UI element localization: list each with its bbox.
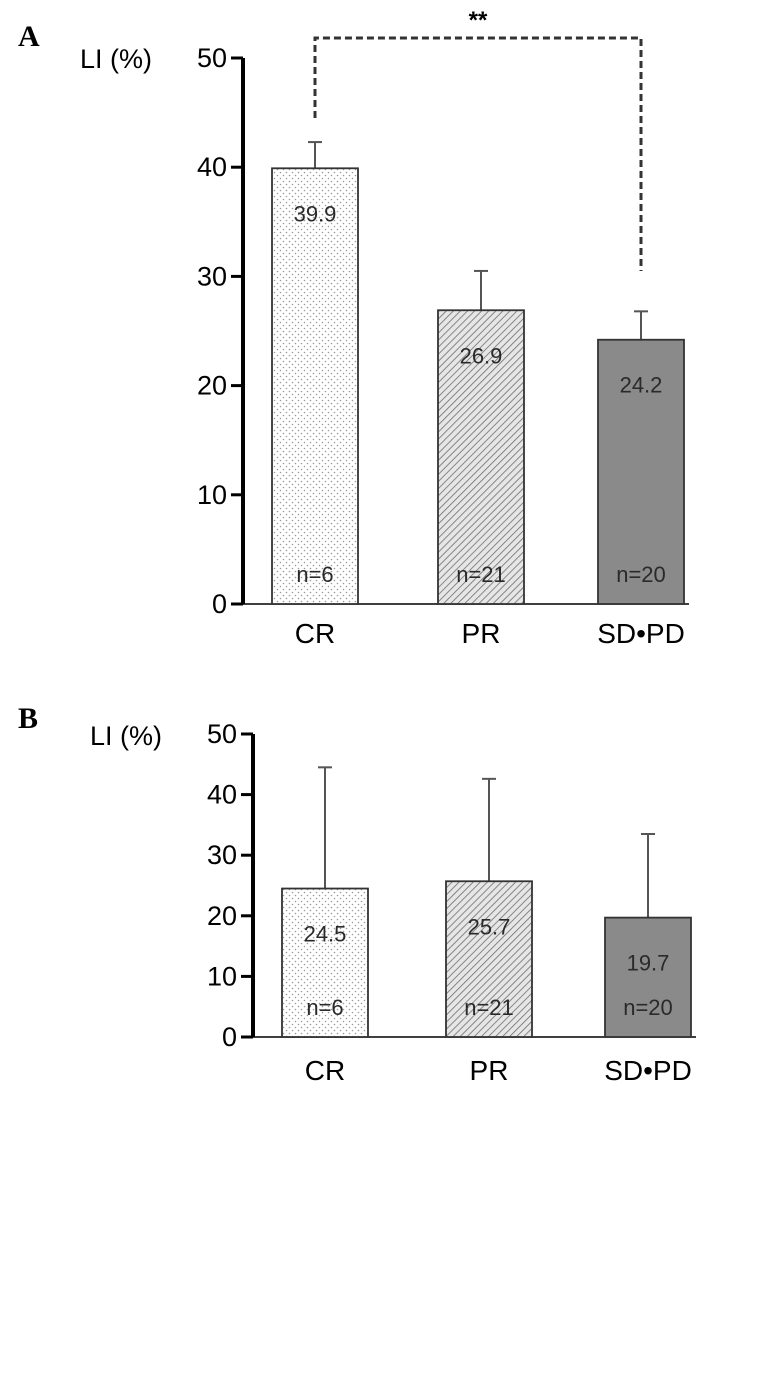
bar-cr bbox=[281, 887, 369, 1038]
chart-panel-a: A LI (%) 0 10 20 30 40 50 39.9 n=6 CR 26.9 n=21 PR 24.… bbox=[0, 0, 759, 690]
chart-panel-b: B LI (%) 0 10 20 30 40 50 24.5 n=6 CR 25.7 n=21 PR 19.… bbox=[0, 690, 759, 1380]
bar-n-label: n=6 bbox=[306, 995, 343, 1020]
y-tick-label: 30 bbox=[197, 261, 227, 291]
significance-label: ** bbox=[469, 7, 488, 34]
x-category-label: SD•PD bbox=[597, 618, 685, 649]
y-tick-label: 20 bbox=[207, 901, 237, 931]
bar-value-label: 24.5 bbox=[304, 922, 347, 947]
y-axis-label: LI (%) bbox=[90, 721, 162, 751]
bar-value-label: 24.2 bbox=[620, 373, 663, 398]
y-tick-label: 20 bbox=[197, 371, 227, 401]
significance-bracket bbox=[313, 36, 643, 271]
bar-value-label: 39.9 bbox=[294, 201, 337, 226]
x-category-label: PR bbox=[462, 618, 501, 649]
y-axis-label: LI (%) bbox=[80, 44, 152, 74]
bar-n-label: n=20 bbox=[623, 995, 673, 1020]
bar-n-label: n=6 bbox=[296, 562, 333, 587]
bar-n-label: n=21 bbox=[456, 562, 506, 587]
y-tick-label: 50 bbox=[207, 719, 237, 749]
y-tick-label: 40 bbox=[207, 780, 237, 810]
bar-sdpd bbox=[597, 338, 685, 605]
x-category-label: CR bbox=[295, 618, 335, 649]
bar-value-label: 19.7 bbox=[627, 951, 670, 976]
bar-pr bbox=[437, 309, 525, 605]
panel-letter: A bbox=[18, 20, 40, 53]
y-tick-label: 0 bbox=[222, 1022, 237, 1052]
y-tick-label: 30 bbox=[207, 840, 237, 870]
y-tick-label: 10 bbox=[197, 480, 227, 510]
y-tick-label: 50 bbox=[197, 43, 227, 73]
x-category-label: CR bbox=[305, 1055, 345, 1086]
bar-chart-a: A LI (%) 0 10 20 30 40 50 39.9 n=6 CR 26.9 n=21 PR 24.… bbox=[18, 7, 689, 649]
bar-sdpd bbox=[604, 916, 692, 1038]
x-category-label: SD•PD bbox=[604, 1055, 692, 1086]
y-tick-label: 10 bbox=[207, 961, 237, 991]
bar-n-label: n=20 bbox=[616, 562, 666, 587]
bar-value-label: 25.7 bbox=[468, 914, 511, 939]
panel-letter: B bbox=[18, 702, 38, 735]
y-tick-label: 0 bbox=[212, 589, 227, 619]
bar-value-label: 26.9 bbox=[460, 343, 503, 368]
x-category-label: PR bbox=[470, 1055, 509, 1086]
bar-cr bbox=[271, 167, 359, 605]
bar-pr bbox=[445, 880, 533, 1038]
bar-n-label: n=21 bbox=[464, 995, 514, 1020]
bar-chart-b: B LI (%) 0 10 20 30 40 50 24.5 n=6 CR 25.7 n=21 PR 19.… bbox=[18, 702, 696, 1086]
y-tick-label: 40 bbox=[197, 152, 227, 182]
